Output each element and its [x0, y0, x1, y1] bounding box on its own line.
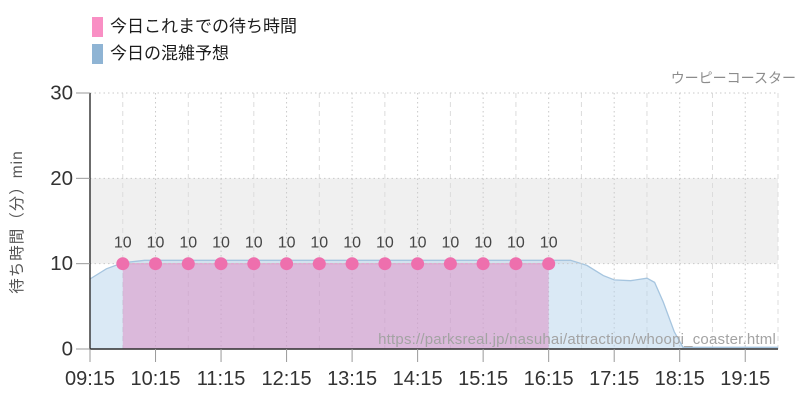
forecast-line — [89, 259, 778, 348]
y-axis-tick-label: 10 — [50, 252, 73, 275]
data-point-dot[interactable] — [116, 257, 130, 271]
data-point-label: 10 — [310, 235, 328, 252]
data-point-dot[interactable] — [280, 257, 294, 271]
data-point-label: 10 — [474, 235, 492, 252]
data-point-dot[interactable] — [214, 257, 228, 271]
data-point-label: 10 — [507, 235, 525, 252]
x-axis-tick-label: 13:15 — [327, 368, 377, 390]
x-axis-tick-label: 17:15 — [589, 368, 639, 390]
data-point-label: 10 — [179, 235, 197, 252]
data-point-dot[interactable] — [378, 257, 392, 271]
x-axis-tick-label: 16:15 — [524, 368, 574, 390]
data-point-label: 10 — [147, 235, 165, 252]
data-point-label: 10 — [442, 235, 460, 252]
actual-series-swatch — [92, 17, 103, 37]
legend-item-forecast[interactable]: 今日の混雑予想 — [92, 44, 297, 64]
data-point-label: 10 — [114, 235, 132, 252]
data-point-label: 10 — [278, 235, 296, 252]
watermark-url: https://parksreal.jp/nasuhai/attraction/… — [378, 331, 776, 348]
data-point-dot[interactable] — [509, 257, 523, 271]
legend-item-actual[interactable]: 今日これまでの待ち時間 — [92, 17, 297, 37]
x-axis-tick-label: 15:15 — [458, 368, 508, 390]
y-axis-tick-label: 30 — [50, 82, 73, 105]
data-point-label: 10 — [376, 235, 394, 252]
data-point-dot[interactable] — [247, 257, 261, 271]
y-axis-tick-label: 20 — [50, 167, 73, 190]
x-axis-tick-label: 14:15 — [393, 368, 443, 390]
data-point-dot[interactable] — [149, 257, 162, 271]
data-point-label: 10 — [212, 235, 230, 252]
data-point-dot[interactable] — [181, 257, 195, 271]
x-axis-tick-label: 19:15 — [720, 368, 770, 390]
data-point-dot[interactable] — [443, 257, 457, 271]
x-axis-tick-label: 10:15 — [130, 368, 180, 390]
attraction-name: ウーピーコースター — [670, 70, 796, 86]
chart-legend: 今日これまでの待ち時間 今日の混雑予想 — [92, 17, 297, 64]
x-axis-tick-label: 09:15 — [65, 368, 115, 390]
actual-area — [122, 263, 549, 349]
data-point-dot[interactable] — [312, 257, 326, 271]
data-point-label: 10 — [343, 235, 361, 252]
data-point-dot[interactable] — [411, 257, 425, 271]
data-point-label: 10 — [245, 235, 263, 252]
x-axis-tick-label: 11:15 — [197, 368, 246, 390]
data-point-dot[interactable] — [476, 257, 490, 271]
data-point-dot[interactable] — [542, 257, 556, 271]
data-point-label: 10 — [540, 235, 558, 252]
congestion-band — [90, 178, 778, 264]
data-point-dot[interactable] — [345, 257, 359, 271]
legend-label-actual: 今日これまでの待ち時間 — [110, 17, 297, 36]
legend-label-forecast: 今日の混雑予想 — [110, 44, 229, 63]
forecast-series-swatch — [92, 44, 103, 64]
x-axis-tick-label: 18:15 — [655, 368, 705, 390]
data-point-label: 10 — [409, 235, 427, 252]
y-axis-tick-label: 0 — [62, 338, 73, 361]
x-axis-tick-label: 12:15 — [262, 368, 312, 390]
forecast-area — [90, 260, 778, 349]
